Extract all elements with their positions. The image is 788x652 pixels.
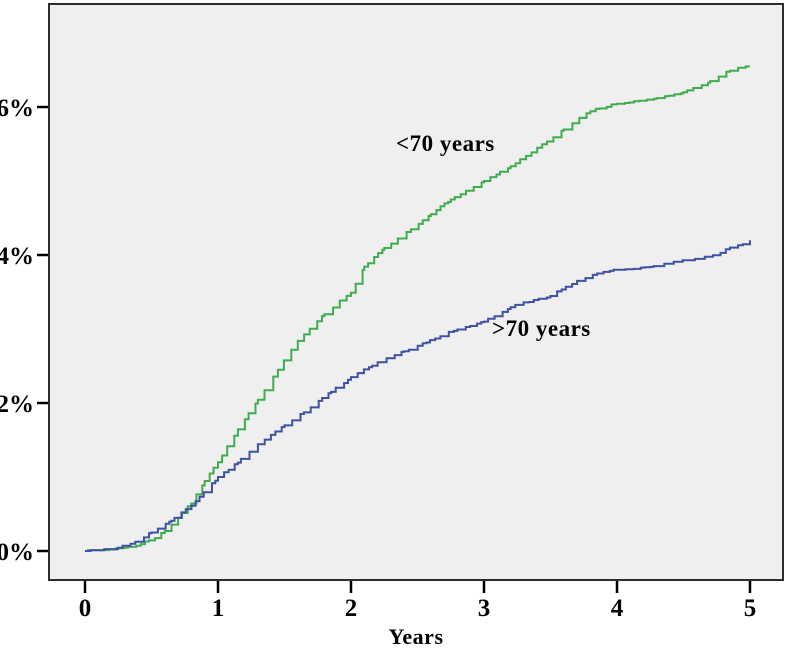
x-tick-label: 3 xyxy=(478,595,491,622)
x-tick-label: 1 xyxy=(212,595,225,622)
series-label-over-70-years: >70 years xyxy=(492,316,591,341)
y-tick-label: 4% xyxy=(0,243,34,270)
x-tick-label: 5 xyxy=(744,595,757,622)
y-tick-label: 0% xyxy=(0,539,34,566)
x-tick-label: 0 xyxy=(79,595,92,622)
x-axis-title: Years xyxy=(388,624,444,649)
series-label-under-70-years: <70 years xyxy=(396,131,495,156)
x-tick-label: 2 xyxy=(345,595,358,622)
series-curve-under-70 xyxy=(85,65,750,552)
x-tick-label: 4 xyxy=(611,595,624,622)
y-tick-label: 2% xyxy=(0,391,34,418)
plot-area xyxy=(48,3,784,581)
series-curve-over-70 xyxy=(85,240,751,552)
y-tick-label: 6% xyxy=(0,95,34,122)
